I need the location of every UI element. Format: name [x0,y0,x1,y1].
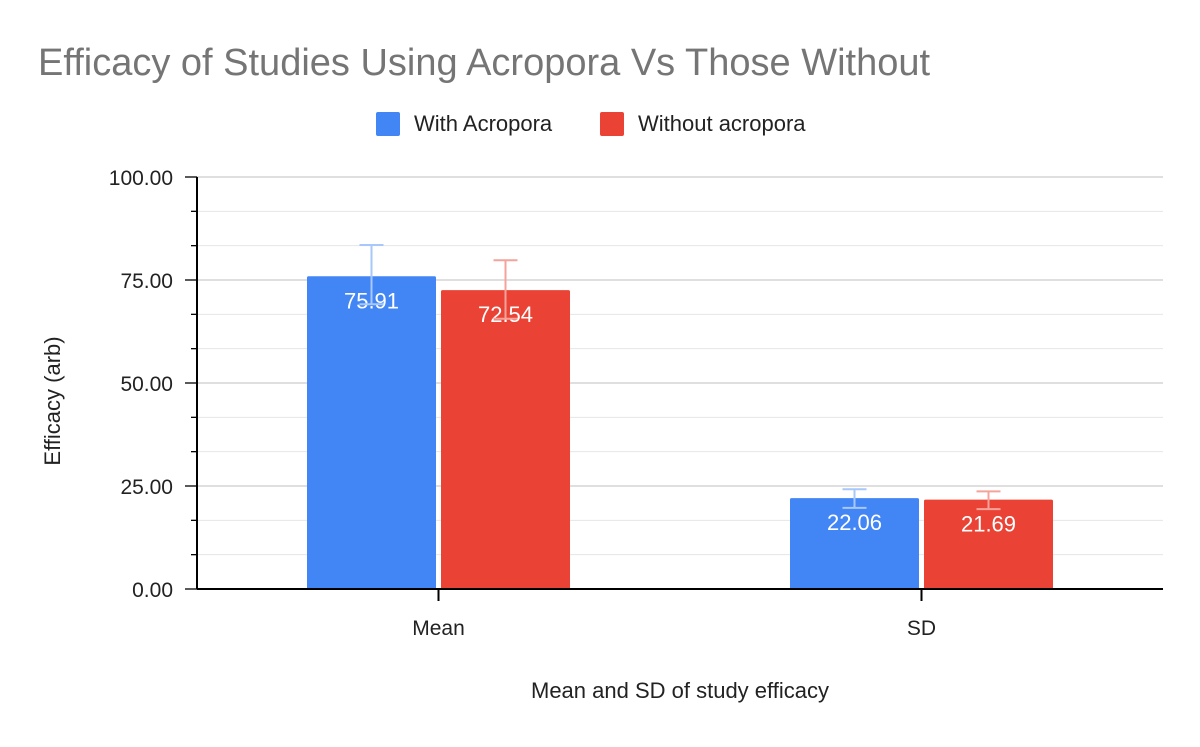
bar-with-acropora-mean [307,276,436,589]
y-tick-label: 0.00 [132,579,173,602]
y-tick-label: 50.00 [120,373,173,396]
legend-swatch-without-acropora [600,112,624,136]
y-tick-label: 100.00 [109,167,173,190]
bar-value-label: 22.06 [827,510,882,535]
x-tick-label: SD [907,617,936,640]
x-axis-title: Mean and SD of study efficacy [531,678,829,703]
bar-value-label: 21.69 [961,512,1016,537]
legend-label-without-acropora: Without acropora [638,111,806,136]
y-tick-label: 75.00 [120,270,173,293]
chart-title: Efficacy of Studies Using Acropora Vs Th… [38,42,930,84]
legend-label-with-acropora: With Acropora [414,111,553,136]
x-axis-ticks: Mean SD [412,589,936,640]
y-axis-ticks: 0.00 25.00 50.00 75.00 100.00 [109,167,197,602]
bar-without-acropora-sd [924,499,1053,589]
axes [196,177,1163,590]
x-tick-label: Mean [412,617,465,640]
y-axis-title: Efficacy (arb) [40,336,65,465]
y-tick-label: 25.00 [120,476,173,499]
bar-with-acropora-sd [790,498,919,589]
legend-swatch-with-acropora [376,112,400,136]
bar-without-acropora-mean [441,290,570,589]
legend: With Acropora Without acropora [376,111,806,136]
